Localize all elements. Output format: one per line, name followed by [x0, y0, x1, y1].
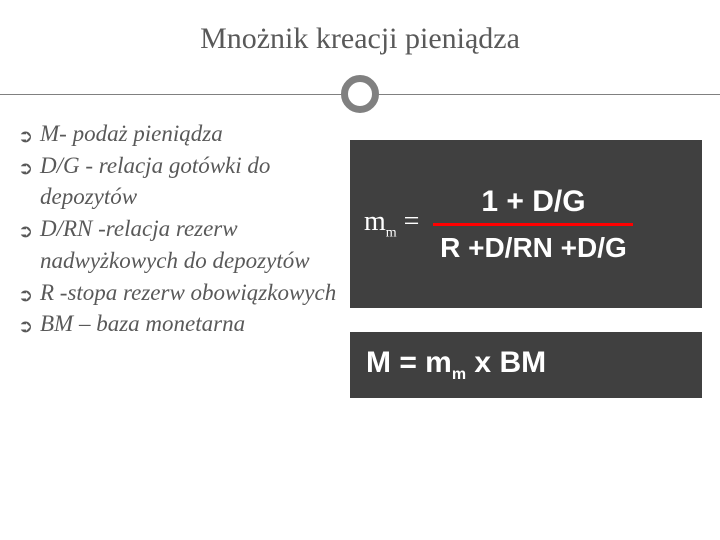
list-item-text: R -stopa rezerw obowiązkowych	[40, 280, 336, 305]
bullet-icon: ➲	[18, 283, 33, 308]
bullet-icon: ➲	[18, 219, 33, 244]
money-supply-equation-box: M = mm x BM	[350, 332, 702, 398]
formula-panel: mm = 1 + D/G R +D/RN +D/G M = mm x BM	[350, 118, 702, 398]
formula-lhs: mm =	[362, 206, 429, 242]
definitions-list: ➲ M- podaż pieniądza ➲ D/G - relacja got…	[18, 118, 338, 398]
list-item-text: BM – baza monetarna	[40, 311, 245, 336]
list-item: ➲ R -stopa rezerw obowiązkowych	[18, 277, 338, 309]
equation-subscript: m	[452, 366, 466, 383]
content-area: ➲ M- podaż pieniądza ➲ D/G - relacja got…	[0, 114, 720, 398]
list-item-text: D/G - relacja gotówki do depozytów	[40, 153, 270, 210]
list-item-text: M- podaż pieniądza	[40, 121, 223, 146]
lhs-base: m	[364, 206, 386, 237]
list-item: ➲ D/RN -relacja rezerw nadwyżkowych do d…	[18, 213, 338, 276]
numerator: 1 + D/G	[471, 185, 595, 223]
fraction: 1 + D/G R +D/RN +D/G	[433, 185, 633, 264]
denominator: R +D/RN +D/G	[440, 226, 627, 264]
title-divider	[0, 74, 720, 114]
list-item: ➲ M- podaż pieniądza	[18, 118, 338, 150]
multiplier-formula-box: mm = 1 + D/G R +D/RN +D/G	[350, 140, 702, 308]
bullet-icon: ➲	[18, 156, 33, 181]
list-item: ➲ BM – baza monetarna	[18, 308, 338, 340]
lhs-subscript: m	[386, 226, 397, 241]
list-item: ➲ D/G - relacja gotówki do depozytów	[18, 150, 338, 213]
equation-post: x BM	[466, 346, 546, 379]
list-item-text: D/RN -relacja rezerw nadwyżkowych do dep…	[40, 216, 310, 273]
slide-title: Mnożnik kreacji pieniądza	[0, 0, 720, 56]
divider-circle-icon	[341, 75, 379, 113]
lhs-equals: =	[397, 206, 420, 237]
bullet-icon: ➲	[18, 124, 33, 149]
equation-pre: M = m	[366, 346, 452, 379]
bullet-icon: ➲	[18, 314, 33, 339]
